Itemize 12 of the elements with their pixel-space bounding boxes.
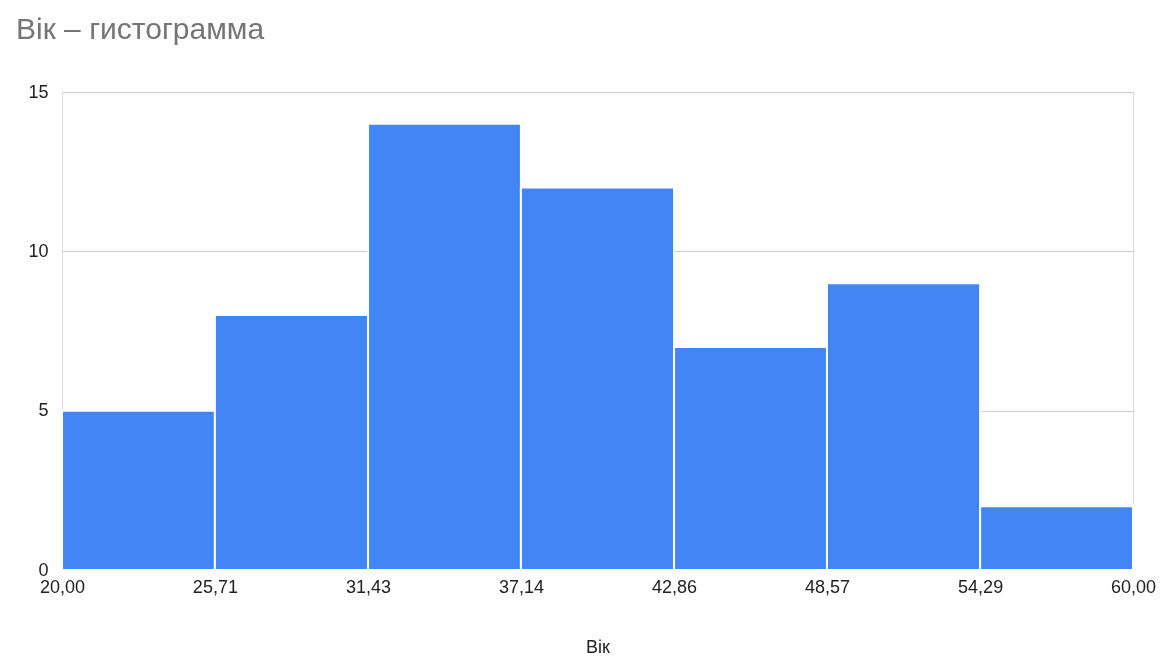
x-tick-label: 60,00 <box>1110 576 1157 597</box>
x-tick-label: 42,86 <box>652 576 698 597</box>
y-tick-label: 10 <box>28 240 49 261</box>
chart-title: Вік – гистограмма <box>15 12 265 45</box>
x-tick-label: 25,71 <box>192 576 238 597</box>
x-tick-label: 37,14 <box>498 576 544 597</box>
x-axis-title: Вік <box>586 636 611 657</box>
y-tick-label: 5 <box>38 400 49 421</box>
x-tick-label: 48,57 <box>804 576 850 597</box>
y-tick-label: 15 <box>28 81 49 102</box>
x-tick-label: 54,29 <box>958 576 1004 597</box>
x-tick-label: 31,43 <box>346 576 392 597</box>
